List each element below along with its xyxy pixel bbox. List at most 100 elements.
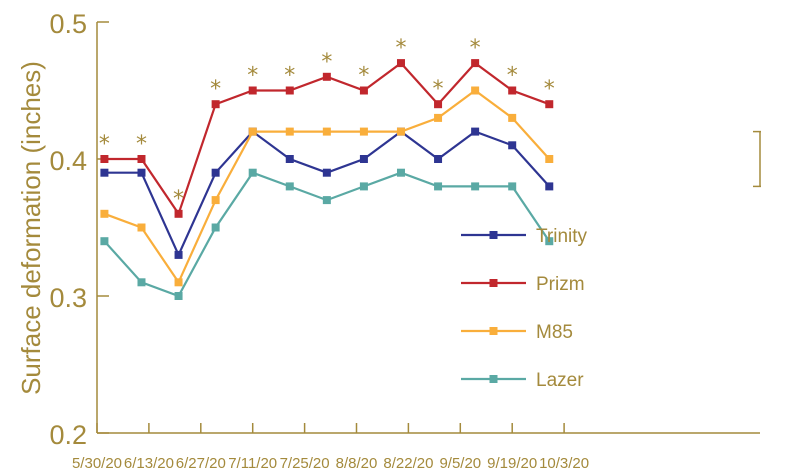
x-tick-label: 9/19/20 bbox=[487, 455, 537, 472]
data-point bbox=[545, 155, 554, 163]
significance-star: * bbox=[470, 36, 481, 61]
legend-swatch-marker bbox=[489, 375, 498, 383]
y-tick-label: 0.5 bbox=[49, 9, 87, 39]
data-point bbox=[285, 155, 294, 163]
data-point bbox=[545, 237, 554, 246]
data-point bbox=[471, 182, 480, 191]
data-point bbox=[285, 127, 294, 136]
legend: Trinity Prizm M85 Lazer bbox=[461, 226, 588, 391]
data-point bbox=[211, 100, 220, 109]
data-point bbox=[248, 168, 257, 177]
series-group bbox=[100, 59, 554, 300]
y-axis-ticks: 0.2 0.3 0.4 0.5 bbox=[49, 9, 109, 450]
x-tick-label: 6/27/20 bbox=[176, 455, 226, 472]
legend-label: Trinity bbox=[536, 226, 588, 247]
legend-swatch-marker bbox=[489, 279, 498, 287]
significance-star: * bbox=[247, 64, 258, 89]
data-point bbox=[359, 182, 368, 191]
data-point bbox=[434, 182, 443, 191]
x-tick-label: 10/3/20 bbox=[539, 455, 589, 472]
legend-item-m85: M85 bbox=[461, 322, 573, 343]
data-point bbox=[137, 223, 146, 232]
data-point bbox=[100, 209, 109, 218]
x-tick-label: 7/25/20 bbox=[280, 455, 330, 472]
series-line bbox=[104, 61, 550, 217]
data-point bbox=[174, 250, 183, 259]
series-lazer bbox=[100, 168, 554, 300]
legend-label: M85 bbox=[536, 322, 573, 343]
legend-swatch-marker bbox=[489, 327, 498, 335]
legend-swatch-marker bbox=[489, 231, 498, 239]
significance-star: * bbox=[433, 77, 444, 102]
data-point bbox=[322, 168, 331, 177]
series-line bbox=[104, 130, 551, 258]
legend-item-prizm: Prizm bbox=[461, 274, 585, 295]
data-point bbox=[508, 182, 517, 191]
significance-star: * bbox=[358, 64, 369, 89]
data-point bbox=[285, 86, 294, 95]
data-point bbox=[248, 86, 257, 95]
data-point bbox=[434, 100, 443, 109]
data-point bbox=[396, 127, 405, 136]
data-point bbox=[545, 182, 554, 191]
data-point bbox=[100, 155, 109, 163]
significance-star: * bbox=[173, 187, 184, 212]
data-point bbox=[322, 72, 331, 81]
x-tick-label: 5/30/20 bbox=[72, 455, 122, 472]
data-point bbox=[285, 182, 294, 191]
data-point bbox=[137, 278, 146, 287]
legend-label: Prizm bbox=[536, 274, 585, 295]
significance-star: * bbox=[210, 77, 221, 102]
data-point bbox=[322, 127, 331, 136]
data-point bbox=[359, 155, 368, 163]
data-point bbox=[434, 113, 443, 122]
data-point bbox=[359, 127, 368, 136]
axes bbox=[96, 22, 760, 434]
data-point bbox=[322, 196, 331, 205]
data-point bbox=[396, 168, 405, 177]
data-point bbox=[359, 86, 368, 95]
legend-label: Lazer bbox=[536, 370, 584, 391]
data-point bbox=[248, 127, 257, 136]
significance-star: * bbox=[395, 36, 406, 61]
y-axis-title: Surface deformation (inches) bbox=[16, 61, 46, 395]
significance-star: * bbox=[544, 77, 555, 102]
data-point bbox=[100, 237, 109, 246]
data-point bbox=[100, 168, 109, 177]
x-tick-label: 9/5/20 bbox=[439, 455, 481, 472]
data-point bbox=[508, 141, 517, 150]
y-tick-label: 0.3 bbox=[49, 283, 87, 313]
legend-item-trinity: Trinity bbox=[461, 226, 588, 247]
error-bar bbox=[753, 130, 761, 188]
series-m85 bbox=[100, 86, 554, 287]
data-point bbox=[471, 127, 480, 136]
data-point bbox=[471, 86, 480, 95]
y-tick-label: 0.4 bbox=[49, 146, 87, 176]
data-point bbox=[396, 59, 405, 68]
data-point bbox=[434, 155, 443, 163]
x-tick-label: 8/8/20 bbox=[336, 455, 378, 472]
data-point bbox=[508, 113, 517, 122]
significance-star: * bbox=[321, 50, 332, 75]
data-point bbox=[545, 100, 554, 109]
x-axis-ticks: 5/30/20 6/13/20 6/27/20 7/11/20 7/25/20 8/8/2… bbox=[72, 423, 589, 472]
data-point bbox=[174, 292, 183, 300]
significance-star: * bbox=[507, 64, 518, 89]
significance-star: * bbox=[284, 64, 295, 89]
x-tick-label: 7/11/20 bbox=[228, 455, 277, 472]
significance-star: * bbox=[136, 132, 147, 157]
data-point bbox=[471, 59, 480, 68]
x-tick-label: 8/22/20 bbox=[383, 455, 433, 472]
series-prizm bbox=[100, 59, 554, 218]
data-point bbox=[211, 196, 220, 205]
data-point bbox=[508, 86, 517, 95]
legend-item-lazer: Lazer bbox=[461, 370, 584, 391]
significance-star: * bbox=[99, 132, 110, 157]
data-point bbox=[137, 168, 146, 177]
y-tick-label: 0.2 bbox=[49, 420, 87, 450]
data-point bbox=[211, 223, 220, 232]
data-point bbox=[174, 278, 183, 287]
significance-markers: * * * * * * * * * * * * * bbox=[99, 36, 555, 212]
series-trinity bbox=[100, 127, 554, 259]
